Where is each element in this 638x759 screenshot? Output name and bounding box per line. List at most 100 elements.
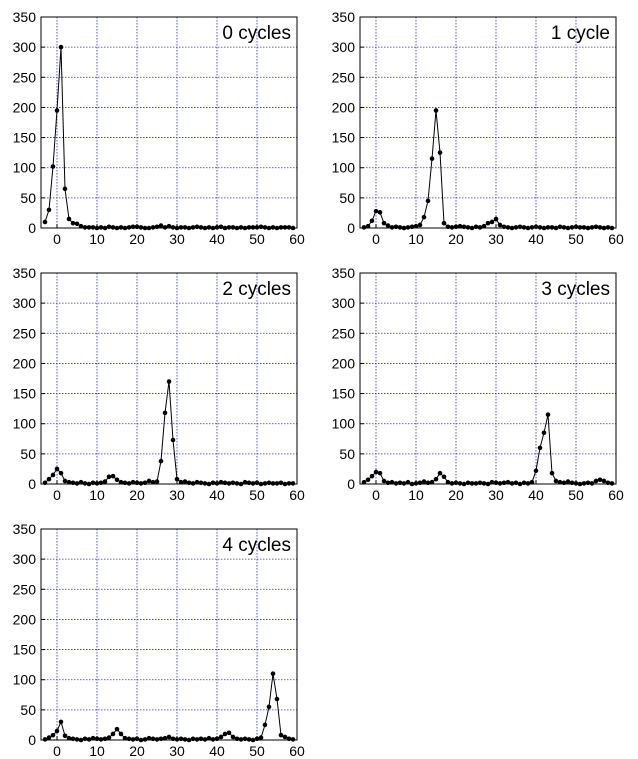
data-point [266,480,272,486]
data-point [222,225,228,231]
data-point [413,481,419,486]
data-point [74,221,80,227]
y-tick-label: 150 [13,642,37,658]
data-point [62,478,68,484]
data-point [561,225,567,230]
data-point [246,225,252,230]
data-point [106,735,112,740]
data-point [557,479,563,485]
plot-area [360,273,616,484]
plot-area [41,17,297,228]
data-point [593,224,599,230]
data-point [206,735,212,741]
x-tick-label: 30 [169,487,185,503]
data-point [66,735,72,741]
x-tick-label: 20 [129,743,145,759]
data-point [609,481,615,486]
data-point [425,198,431,204]
data-point [170,736,176,742]
data-point [150,736,156,742]
data-point [509,225,515,231]
data-point [473,224,479,230]
data-point [601,225,607,231]
data-point [369,218,375,224]
data-point [54,108,60,113]
data-point [238,225,244,230]
data-point [274,225,280,231]
data-point [469,225,475,231]
y-tick-label: 100 [332,416,356,432]
data-point [282,734,288,740]
data-point [393,224,399,230]
x-tick-label: 0 [372,231,380,247]
data-point [477,225,483,230]
data-point [202,481,208,486]
data-point [86,225,92,230]
plot-area [41,529,297,740]
data-point [190,481,196,486]
data-point [441,220,447,226]
data-point [134,480,140,486]
y-tick-label: 300 [332,295,356,311]
x-tick-label: 20 [448,487,464,503]
y-tick-label: 250 [332,69,356,85]
data-point [62,186,68,192]
data-point [533,468,539,474]
data-point [545,225,551,230]
data-point [262,722,268,728]
data-point [589,225,595,230]
data-point [182,479,188,484]
data-point [605,480,611,486]
data-point [565,479,571,484]
plot-frame [40,528,298,741]
data-point [218,224,224,230]
data-point [513,480,519,486]
x-tick-label: 50 [568,231,584,247]
y-tick-label: 150 [332,386,356,402]
y-tick-label: 200 [13,611,37,627]
y-tick-label: 150 [332,130,356,146]
data-point [453,480,459,486]
data-point [126,225,132,230]
y-tick-label: 350 [332,265,356,281]
data-point [505,225,511,230]
data-point [409,224,415,230]
data-point [118,479,124,485]
data-point [537,225,543,230]
data-point [262,481,268,486]
y-tick-label: 300 [332,39,356,55]
data-point [581,225,587,230]
data-point [409,481,415,487]
data-point [389,225,395,230]
x-tick-label: 60 [289,743,305,759]
data-point [489,479,495,485]
data-point [222,731,228,737]
data-point [497,481,503,486]
data-point [274,696,280,702]
data-point [66,216,72,222]
data-point [230,480,236,486]
x-tick-label: 50 [249,231,265,247]
data-point [226,481,232,486]
data-point [525,225,531,231]
data-point [282,481,288,487]
data-point [186,480,192,486]
data-point [485,220,491,226]
y-tick-label: 300 [13,295,37,311]
x-tick-label: 50 [249,487,265,503]
data-point [146,225,152,231]
data-point [146,478,152,484]
data-point [529,479,535,485]
plot-area [360,17,616,228]
data-point [254,736,260,742]
data-point [86,737,92,742]
data-point [553,225,559,231]
data-point [70,480,76,486]
data-point [262,225,268,230]
x-tick-label: 50 [249,743,265,759]
y-tick-label: 150 [13,130,37,146]
data-point [585,225,591,231]
y-tick-label: 50 [20,702,36,718]
data-point [278,225,284,230]
x-tick-label: 20 [129,231,145,247]
